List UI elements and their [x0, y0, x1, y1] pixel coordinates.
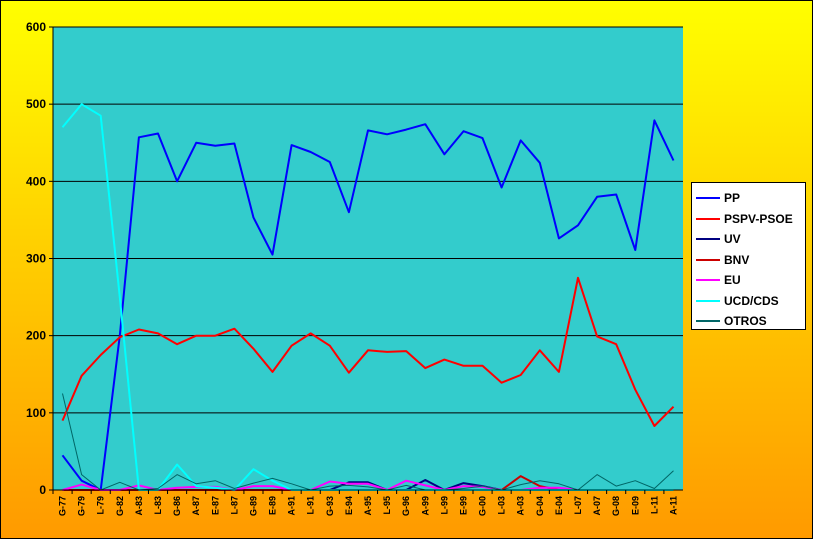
legend-label: EU: [724, 273, 741, 288]
x-tick-label: G-96: [401, 496, 411, 516]
x-tick-label: L-87: [229, 496, 239, 515]
legend-label: PP: [724, 191, 741, 206]
x-tick-label: L-95: [382, 496, 392, 515]
legend-item-bnv: BNV: [696, 250, 805, 271]
x-tick-label: L-07: [573, 496, 583, 515]
legend-swatch: [696, 279, 720, 282]
legend-label: UCD/CDS: [724, 293, 779, 308]
legend-item-ucd-cds: UCD/CDS: [696, 291, 805, 312]
x-tick-label: E-04: [554, 496, 564, 515]
legend-label: BNV: [724, 252, 750, 267]
y-tick-label: 0: [39, 483, 46, 497]
x-tick-label: L-03: [497, 496, 507, 515]
x-tick-label: G-77: [58, 496, 68, 516]
legend-swatch: [696, 197, 720, 200]
x-tick-label: A-99: [420, 496, 430, 516]
x-tick-label: A-95: [363, 496, 373, 516]
y-tick-label: 200: [26, 329, 46, 343]
y-tick-label: 600: [26, 20, 46, 34]
legend-label: UV: [724, 232, 741, 247]
x-tick-label: A-03: [516, 496, 526, 516]
legend-label: PSPV-PSOE: [724, 211, 793, 226]
x-tick-label: E-09: [630, 496, 640, 515]
x-tick-label: L-11: [649, 496, 659, 514]
legend-item-pspv-psoe: PSPV-PSOE: [696, 209, 805, 230]
legend-swatch: [696, 320, 720, 323]
x-tick-label: E-89: [268, 496, 278, 515]
legend-item-uv: UV: [696, 229, 805, 250]
x-tick-label: A-07: [592, 496, 602, 516]
legend-swatch: [696, 299, 720, 302]
x-tick-label: A-11: [668, 496, 678, 515]
y-tick-label: 400: [26, 174, 46, 188]
x-tick-label: L-99: [439, 496, 449, 515]
x-tick-label: G-89: [248, 496, 258, 516]
x-tick-label: L-91: [306, 496, 316, 515]
series-line-otros: [62, 393, 674, 491]
x-tick-label: G-79: [77, 496, 87, 516]
x-tick-label: A-91: [287, 496, 297, 516]
y-tick-label: 100: [26, 406, 46, 420]
x-tick-label: E-87: [210, 496, 220, 515]
x-tick-label: L-83: [153, 496, 163, 515]
x-tick-label: E-94: [344, 496, 354, 515]
y-tick-label: 300: [26, 252, 46, 266]
x-tick-label: A-87: [191, 496, 201, 516]
x-tick-label: G-86: [172, 496, 182, 516]
x-tick-label: G-08: [611, 496, 621, 516]
legend-item-otros: OTROS: [696, 311, 805, 332]
legend-label: OTROS: [724, 314, 767, 329]
x-tick-label: G-00: [478, 496, 488, 516]
x-tick-label: L-79: [96, 496, 106, 515]
x-tick-label: E-99: [458, 496, 468, 515]
series-line-pspv-psoe: [61, 276, 675, 427]
x-tick-label: G-82: [115, 496, 125, 516]
y-tick-label: 500: [26, 97, 46, 111]
legend-item-pp: PP: [696, 188, 805, 209]
legend-swatch: [696, 258, 720, 261]
x-tick-label: G-93: [325, 496, 335, 516]
legend-item-eu: EU: [696, 270, 805, 291]
series-line-pp: [61, 119, 675, 491]
x-tick-label: G-04: [535, 496, 545, 516]
legend-swatch: [696, 217, 720, 220]
legend-swatch: [696, 238, 720, 241]
legend: PP PSPV-PSOE UV BNV EU UCD/CDS OTROS: [691, 182, 806, 330]
x-tick-label: A-83: [134, 496, 144, 516]
